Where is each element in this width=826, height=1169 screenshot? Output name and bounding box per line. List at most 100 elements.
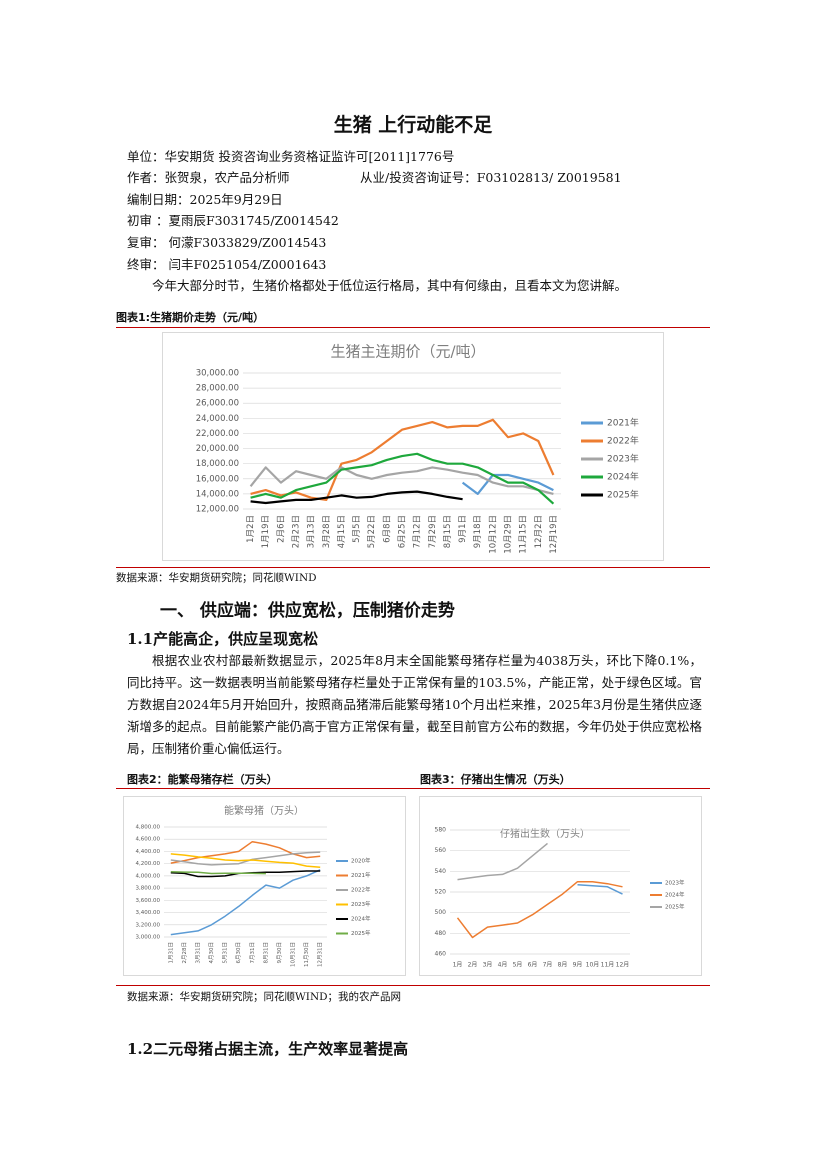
y-tick-label: 580 <box>435 827 447 834</box>
paragraph: 根据农业农村部最新数据显示，2025年8月末全国能繁母猪存栏量为4038万头，环… <box>127 653 703 756</box>
x-tick-label: 2月 <box>468 962 478 969</box>
x-tick-label: 3月13日 <box>307 515 317 548</box>
chart-title: 生猪主连期价（元/吨） <box>330 343 485 361</box>
y-tick-label: 4,600.00 <box>136 837 161 843</box>
x-tick-label: 12月2日 <box>534 515 544 548</box>
legend-label: 2024年 <box>607 471 639 483</box>
x-tick-label: 12月31日 <box>317 942 324 967</box>
series-line <box>456 880 623 939</box>
x-tick-label: 6月25日 <box>398 515 408 548</box>
y-tick-label: 540 <box>435 868 447 875</box>
legend-label: 2021年 <box>607 417 639 429</box>
x-tick-label: 5月22日 <box>367 515 377 548</box>
info-line: 编制日期：2025年9月29日 <box>127 192 283 207</box>
x-tick-label: 12月19日 <box>549 515 559 554</box>
info-line: 单位：华安期货 投资咨询业务资格证监许可[2011]1776号 <box>127 149 455 164</box>
legend-label: 2024年 <box>351 915 371 923</box>
y-tick-label: 12,000.00 <box>196 505 239 515</box>
x-tick-label: 1月19日 <box>261 515 271 548</box>
x-tick-label: 3月 <box>483 962 493 969</box>
x-tick-label: 7月 <box>543 962 553 969</box>
x-tick-label: 1月 <box>453 962 463 969</box>
source-rule <box>116 985 710 986</box>
caption-rule <box>116 327 710 328</box>
figure-caption: 图表1:生猪期价走势（元/吨） <box>116 311 265 324</box>
section-heading: 一、 供应端：供应宽松，压制猪价走势 <box>160 601 455 621</box>
legend-label: 2025年 <box>665 903 685 911</box>
x-tick-label: 9月 <box>573 962 583 969</box>
y-tick-label: 4,400.00 <box>136 849 161 855</box>
sow-chart: 能繁母猪（万头） 3,000.00 3,200.00 3,400.00 3,600.00… <box>123 796 406 976</box>
series-line <box>250 452 555 505</box>
intro: 今年大部分时节，生猪价格都处于低位运行格局，其中有何缘由，且看本文为您讲解。 <box>152 278 628 293</box>
subsection-heading: 1.1产能高企，供应呈现宽松 <box>127 630 319 648</box>
legend-label: 2023年 <box>351 900 371 908</box>
source-note: 数据来源：华安期货研究院；同花顺WIND；我的农产品网 <box>127 991 402 1003</box>
series-line <box>457 842 548 881</box>
price-chart: 生猪主连期价（元/吨） 12,000.00 14,000.00 16,000.00 18… <box>162 332 664 561</box>
x-tick-label: 3月28日 <box>322 515 332 548</box>
series-line <box>250 418 555 501</box>
x-tick-label: 1月2日 <box>246 515 256 543</box>
x-tick-label: 10月 <box>586 962 600 969</box>
y-tick-label: 22,000.00 <box>196 429 239 439</box>
legend-label: 2022年 <box>351 886 371 894</box>
series-line <box>461 473 554 495</box>
x-tick-label: 10月12日 <box>488 515 498 554</box>
y-tick-label: 500 <box>435 909 447 916</box>
y-tick-label: 3,200.00 <box>136 922 161 928</box>
x-tick-label: 5月31日 <box>222 942 229 964</box>
info-line: 作者：张贺泉，农产品分析师 <box>127 170 290 185</box>
legend-label: 2025年 <box>351 929 371 937</box>
x-tick-label: 4月15日 <box>337 515 347 548</box>
y-tick-label: 460 <box>435 951 447 958</box>
x-tick-label: 5月5日 <box>352 515 362 543</box>
x-tick-label: 9月18日 <box>473 515 483 548</box>
y-tick-label: 4,000.00 <box>136 873 161 879</box>
x-tick-label: 11月15日 <box>519 515 529 554</box>
series-line <box>170 869 321 936</box>
x-tick-label: 9月30日 <box>276 942 283 964</box>
figure-caption: 图表2：能繁母猪存栏（万头） <box>127 773 278 786</box>
info-line: 复审： 何濛F3033829/Z0014543 <box>127 235 327 250</box>
info-line: 从业/投资咨询证号：F03102813/ Z0019581 <box>360 170 622 185</box>
y-tick-label: 28,000.00 <box>196 384 239 394</box>
x-tick-label: 11月30日 <box>303 942 310 967</box>
x-tick-label: 7月12日 <box>413 515 423 548</box>
chart-title: 仔猪出生数（万头） <box>500 827 590 840</box>
y-tick-label: 24,000.00 <box>196 414 239 424</box>
x-tick-label: 2月23日 <box>292 515 302 548</box>
y-tick-label: 4,200.00 <box>136 861 161 867</box>
legend-label: 2025年 <box>607 489 639 501</box>
legend-label: 2023年 <box>607 453 639 465</box>
series-line <box>170 851 321 866</box>
y-tick-label: 520 <box>435 889 447 896</box>
y-tick-label: 480 <box>435 930 447 937</box>
y-tick-label: 14,000.00 <box>196 489 239 499</box>
source-note: 数据来源：华安期货研究院；同花顺WIND <box>116 572 317 584</box>
x-tick-label: 12月 <box>616 962 630 969</box>
y-tick-label: 4,800.00 <box>136 825 161 831</box>
figure-caption: 图表3：仔猪出生情况（万头） <box>420 773 571 786</box>
x-tick-label: 2月28日 <box>181 942 188 964</box>
chart-title: 能繁母猪（万头） <box>224 804 304 817</box>
series-line <box>250 490 463 505</box>
y-tick-label: 3,800.00 <box>136 886 161 892</box>
x-tick-label: 10月29日 <box>504 515 514 554</box>
x-tick-label: 4月30日 <box>208 942 215 964</box>
legend-label: 2020年 <box>351 857 371 865</box>
legend-label: 2021年 <box>351 871 371 879</box>
x-tick-label: 6月30日 <box>235 942 242 964</box>
x-tick-label: 7月31日 <box>249 942 256 964</box>
x-tick-label: 8月 <box>558 962 568 969</box>
x-tick-label: 5月 <box>513 962 523 969</box>
series-line <box>170 871 266 875</box>
source-rule <box>116 567 710 568</box>
y-tick-label: 3,600.00 <box>136 898 161 904</box>
y-tick-label: 16,000.00 <box>196 474 239 484</box>
y-tick-label: 18,000.00 <box>196 459 239 469</box>
legend-label: 2024年 <box>665 891 685 899</box>
legend-label: 2023年 <box>665 879 685 887</box>
